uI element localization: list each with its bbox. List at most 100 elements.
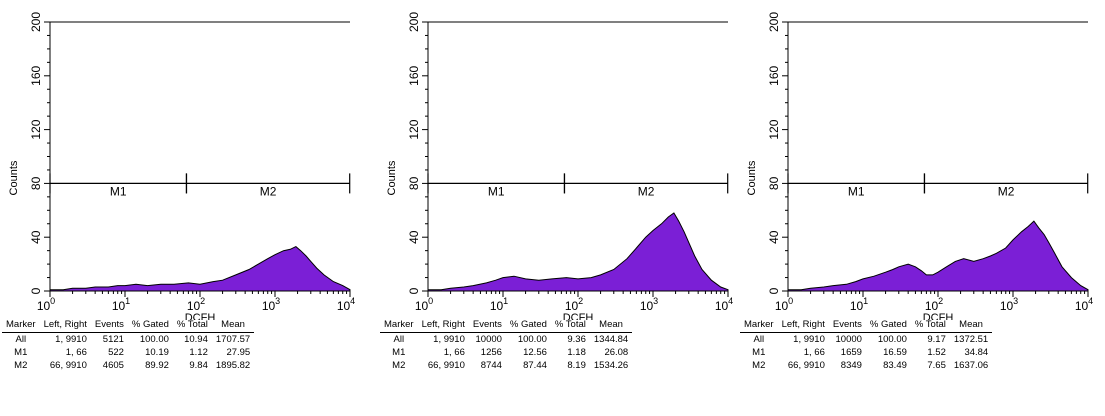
x-tick-label: 100 bbox=[37, 296, 55, 313]
x-tick-label: 104 bbox=[715, 296, 733, 313]
histogram-panel-2: 0 40 80 120 160 200 100 101 102 103 104 Counts DCFH M… bbox=[378, 0, 743, 416]
cell-marker: M1 bbox=[752, 347, 766, 358]
cell-left-right: 66, 9910 bbox=[427, 360, 465, 371]
cell-events: 8349 bbox=[840, 360, 862, 371]
x-tick-label: 102 bbox=[187, 296, 205, 313]
cell-mean: 1707.57 bbox=[215, 334, 251, 345]
x-tick-label: 101 bbox=[850, 296, 868, 313]
cell-pct-gated: 100.00 bbox=[139, 334, 169, 345]
cell-pct-total: 9.17 bbox=[927, 334, 946, 345]
x-tick-label: 103 bbox=[640, 296, 658, 313]
histogram-area bbox=[49, 246, 351, 292]
col-marker: Marker bbox=[740, 318, 778, 333]
col-pct-gated: % Gated bbox=[865, 318, 911, 333]
x-tick-label: 101 bbox=[490, 296, 508, 313]
x-tick-label: 104 bbox=[1075, 296, 1093, 313]
marker-stats-table-1: Marker Left, Right Events % Gated % Tota… bbox=[2, 318, 255, 372]
y-axis-label: Counts bbox=[8, 160, 20, 195]
x-tick-label: 103 bbox=[262, 296, 280, 313]
marker-m1-label: M1 bbox=[848, 184, 865, 198]
stats-row-all: All 1, 9910 10000 100.00 9.17 1372.51 bbox=[740, 333, 992, 347]
cell-pct-total: 1.12 bbox=[189, 347, 208, 358]
stats-row-m2: M2 66, 9910 4605 89.92 9.84 1895.82 bbox=[2, 359, 254, 372]
col-events: Events bbox=[468, 318, 506, 333]
y-axis-label: Counts bbox=[746, 160, 758, 195]
marker-stats-table-2: Marker Left, Right Events % Gated % Tota… bbox=[380, 318, 633, 372]
y-tick-label: 40 bbox=[767, 230, 781, 244]
cell-marker: M2 bbox=[752, 360, 766, 371]
cell-events: 522 bbox=[108, 347, 124, 358]
y-tick-label: 80 bbox=[407, 176, 421, 190]
cell-marker: All bbox=[15, 334, 27, 345]
cell-marker: All bbox=[393, 334, 405, 345]
stats-row-m2: M2 66, 9910 8349 83.49 7.65 1637.06 bbox=[740, 359, 992, 372]
cell-pct-gated: 12.56 bbox=[523, 347, 547, 358]
col-mean: Mean bbox=[211, 318, 255, 333]
cell-events: 5121 bbox=[102, 334, 124, 345]
y-tick-label: 80 bbox=[767, 176, 781, 190]
col-left-right: Left, Right bbox=[39, 318, 91, 333]
cell-mean: 26.08 bbox=[604, 347, 629, 358]
stats-header-row: Marker Left, Right Events % Gated % Tota… bbox=[380, 318, 633, 333]
y-tick-label: 120 bbox=[407, 119, 421, 139]
stats-row-m1: M1 1, 66 1256 12.56 1.18 26.08 bbox=[380, 346, 632, 359]
cell-pct-total: 9.36 bbox=[567, 334, 586, 345]
x-tick-label: 102 bbox=[565, 296, 583, 313]
x-tick-label: 100 bbox=[775, 296, 793, 313]
cell-left-right: 1, 9910 bbox=[433, 334, 465, 345]
cell-pct-total: 9.84 bbox=[189, 360, 208, 371]
marker-m2-label: M2 bbox=[998, 184, 1015, 198]
stats-row-m2: M2 66, 9910 8744 87.44 8.19 1534.26 bbox=[380, 359, 632, 372]
cell-pct-gated: 100.00 bbox=[877, 334, 907, 345]
y-tick-label: 120 bbox=[29, 119, 43, 139]
col-marker: Marker bbox=[380, 318, 418, 333]
histogram-panel-1: 0 40 80 120 160 200 100 101 102 103 104 Counts DCFH M… bbox=[0, 0, 365, 416]
cell-events: 4605 bbox=[102, 360, 124, 371]
y-tick-label: 0 bbox=[767, 287, 781, 294]
cell-mean: 1895.82 bbox=[215, 360, 251, 371]
cell-pct-gated: 100.00 bbox=[517, 334, 547, 345]
cell-pct-total: 1.18 bbox=[567, 347, 586, 358]
cell-marker: M1 bbox=[14, 347, 28, 358]
cell-mean: 27.95 bbox=[226, 347, 251, 358]
y-tick-label: 80 bbox=[29, 176, 43, 190]
cell-marker: M2 bbox=[392, 360, 406, 371]
y-axis-label: Counts bbox=[386, 160, 398, 195]
cell-events: 10000 bbox=[475, 334, 502, 345]
cell-marker: M2 bbox=[14, 360, 28, 371]
cell-events: 1659 bbox=[840, 347, 862, 358]
cell-pct-total: 8.19 bbox=[567, 360, 586, 371]
x-axis-label: DCFH bbox=[563, 312, 594, 320]
cell-mean: 1637.06 bbox=[953, 360, 989, 371]
cell-events: 1256 bbox=[480, 347, 502, 358]
y-tick-label: 160 bbox=[29, 65, 43, 85]
marker-m2-label: M2 bbox=[260, 184, 277, 198]
marker-m2-label: M2 bbox=[638, 184, 655, 198]
cell-pct-gated: 89.92 bbox=[145, 360, 169, 371]
y-tick-label: 40 bbox=[407, 230, 421, 244]
col-events: Events bbox=[828, 318, 866, 333]
cell-left-right: 66, 9910 bbox=[49, 360, 87, 371]
col-pct-total: % Total bbox=[172, 318, 212, 333]
cell-pct-gated: 16.59 bbox=[883, 347, 907, 358]
cell-left-right: 1, 9910 bbox=[55, 334, 87, 345]
y-tick-label: 0 bbox=[407, 287, 421, 294]
cell-pct-gated: 83.49 bbox=[883, 360, 907, 371]
col-marker: Marker bbox=[2, 318, 40, 333]
col-left-right: Left, Right bbox=[417, 318, 469, 333]
y-tick-label: 0 bbox=[29, 287, 43, 294]
cell-left-right: 1, 9910 bbox=[793, 334, 825, 345]
cell-events: 8744 bbox=[480, 360, 502, 371]
cell-marker: All bbox=[753, 334, 765, 345]
col-left-right: Left, Right bbox=[777, 318, 829, 333]
histogram-area bbox=[787, 220, 1089, 292]
x-tick-label: 101 bbox=[112, 296, 130, 313]
cell-events: 10000 bbox=[835, 334, 862, 345]
stats-row-all: All 1, 9910 5121 100.00 10.94 1707.57 bbox=[2, 333, 254, 347]
y-tick-label: 200 bbox=[767, 12, 781, 32]
cell-left-right: 1, 66 bbox=[803, 347, 825, 358]
x-tick-label: 104 bbox=[337, 296, 355, 313]
cell-mean: 34.84 bbox=[964, 347, 989, 358]
col-pct-total: % Total bbox=[910, 318, 950, 333]
stats-row-all: All 1, 9910 10000 100.00 9.36 1344.84 bbox=[380, 333, 632, 347]
